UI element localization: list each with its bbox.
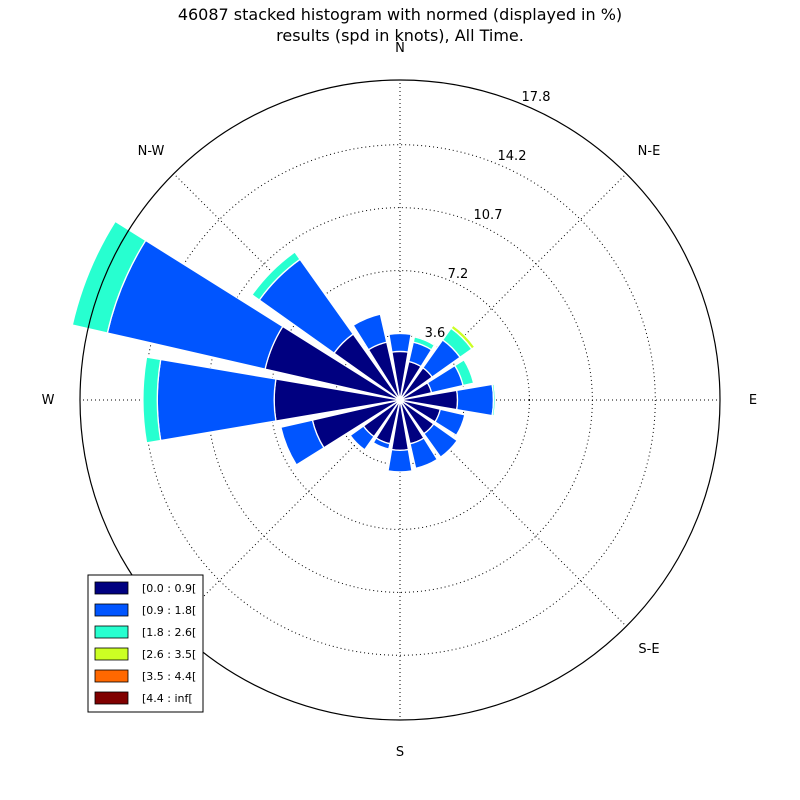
wind-bar-segment [352, 313, 388, 351]
chart-subtitle: results (spd in knots), All Time. [276, 26, 524, 45]
ring-label: 14.2 [498, 149, 527, 164]
legend-frame [87, 574, 204, 713]
wind-bar-segment [71, 220, 147, 334]
wind-bar-segment [387, 448, 413, 473]
grid-spoke [399, 173, 627, 401]
wind-bar-segment [409, 437, 439, 470]
wind-bar-segment [455, 383, 495, 417]
direction-label: N [395, 41, 405, 56]
wind-bar-segment [251, 251, 301, 301]
wind-bar-segment [280, 419, 325, 466]
legend-swatch [94, 647, 129, 661]
legend-label: [0.9 : 1.8[ [142, 604, 196, 617]
legend-swatch [94, 603, 129, 617]
legend: [0.0 : 0.9[ [0.9 : 1.8[ [1.8 : 2.6[ [2.6 : … [87, 574, 204, 713]
direction-label: N-E [638, 144, 661, 159]
legend-label: [3.5 : 4.4[ [142, 670, 196, 683]
grid-ring [270, 270, 530, 530]
wind-bar-segment [142, 356, 162, 444]
wind-bar-segment [349, 425, 375, 451]
outer-frame [79, 79, 721, 721]
legend-label: [0.0 : 0.9[ [142, 582, 196, 595]
wind-bar-segment [434, 408, 466, 437]
direction-label: E [749, 393, 757, 408]
direction-label: W [42, 393, 55, 408]
direction-label: S [396, 745, 404, 760]
wind-bar-segment [388, 332, 412, 353]
ring-label: 7.2 [448, 267, 469, 282]
legend-swatch [94, 581, 129, 595]
wind-bar-segment [450, 324, 476, 350]
legend-label: [1.8 : 2.6[ [142, 626, 196, 639]
ring-label: 10.7 [474, 208, 503, 223]
wind-bar-segment [372, 437, 391, 450]
wind-bar-segment [156, 358, 277, 442]
ring-label: 17.8 [522, 90, 551, 105]
ring-label: 3.6 [425, 326, 446, 341]
legend-swatch [94, 625, 129, 639]
legend-label: [4.4 : inf[ [142, 692, 193, 705]
legend-swatch [94, 669, 129, 683]
direction-label: N-W [138, 144, 165, 159]
legend-swatch [94, 691, 129, 705]
wind-bar-segment [423, 423, 459, 459]
grid-spoke [173, 399, 401, 627]
grid-ring [144, 144, 656, 656]
wind-bar-segment [412, 336, 436, 351]
wind-bars [71, 220, 496, 473]
direction-label: S-E [638, 642, 659, 657]
chart-title: 46087 stacked histogram with normed (dis… [178, 5, 622, 24]
wind-bar-segment [491, 383, 496, 417]
grid-spoke [399, 399, 627, 627]
legend-label: [2.6 : 3.5[ [142, 648, 196, 661]
wind-bar-segment [453, 358, 475, 387]
